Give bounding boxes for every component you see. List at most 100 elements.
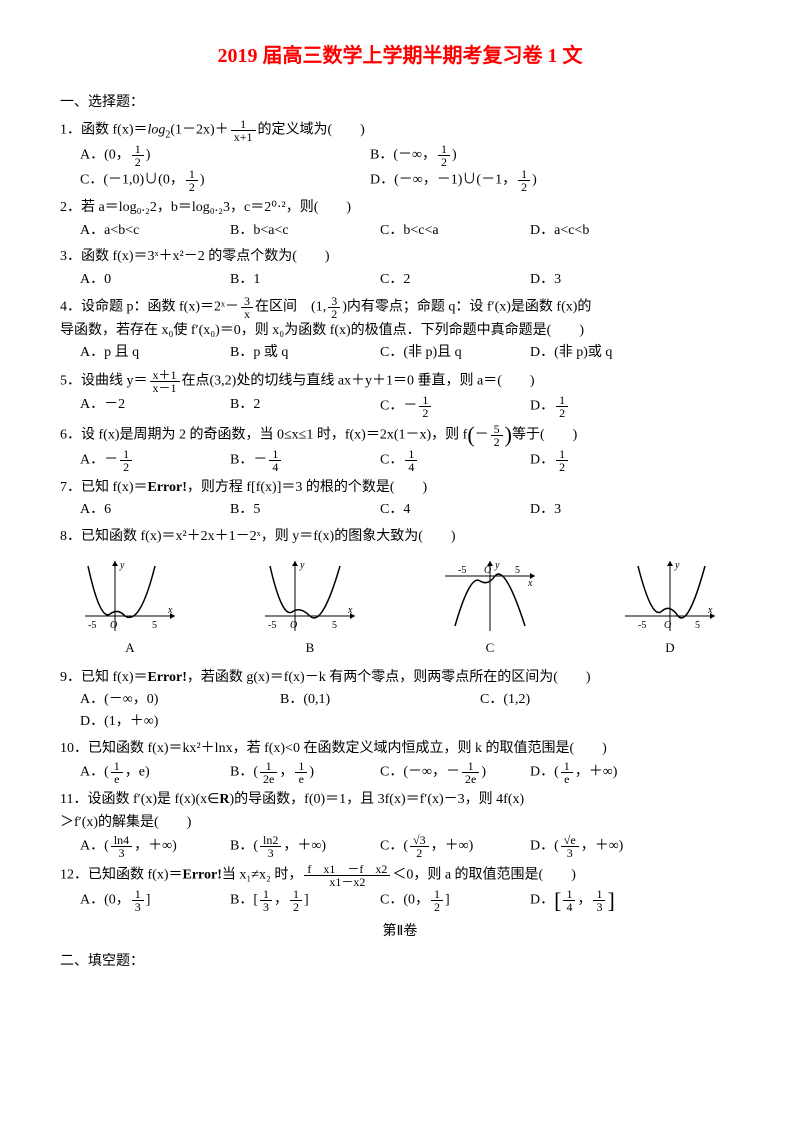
q4-stem-c: )内有零点；命题 q：设 f′(x)是函数 f(x)的 <box>342 300 591 315</box>
svg-text:x: x <box>167 605 173 616</box>
q12-opt-a: A．(0，13] <box>80 888 220 913</box>
q4-opt-d: D．(非 p)或 q <box>530 342 670 364</box>
q12-stem-a: 12．已知函数 f(x)＝ <box>60 868 183 883</box>
q5-opt-d: D．12 <box>530 394 670 419</box>
q4-stem-d: 导函数，若存在 x₀使 f′(x₀)＝0，则 x₀为函数 f(x)的极值点．下列… <box>60 320 740 342</box>
q12-opt-c: C．(0，12] <box>380 888 520 913</box>
svg-text:5: 5 <box>515 565 520 576</box>
q7-opt-c: C．4 <box>380 499 520 521</box>
q3-stem: 3．函数 f(x)＝3ˣ＋x²－2 的零点个数为( ) <box>60 246 740 268</box>
q10-opt-b: B．(12e，1e) <box>230 760 370 785</box>
q6-stem-b: 等于( ) <box>512 427 577 442</box>
question-10: 10．已知函数 f(x)＝kx²＋lnx，若 f(x)<0 在函数定义域内恒成立… <box>60 738 740 785</box>
graph-d-svg: -5 O 5 x y <box>620 556 720 636</box>
question-5: 5．设曲线 y＝x＋1x－1在点(3,2)处的切线与直线 ax＋y＋1＝0 垂直… <box>60 369 740 419</box>
q9-opt-a: A．(－∞，0) <box>80 689 240 711</box>
question-7: 7．已知 f(x)＝Error!，则方程 f[f(x)]＝3 的根的个数是( )… <box>60 477 740 522</box>
q11-stem-c: ＞f′(x)的解集是( ) <box>60 812 740 834</box>
q9-stem-a: 9．已知 f(x)＝ <box>60 670 148 685</box>
q4-opt-b: B．p 或 q <box>230 342 370 364</box>
q1-stem-a: 1．函数 f(x)＝ <box>60 123 148 138</box>
q11-opt-c: C．(√32，＋∞) <box>380 834 520 859</box>
svg-text:-5: -5 <box>458 565 466 576</box>
q6-paren-r: ) <box>505 424 512 446</box>
question-9: 9．已知 f(x)＝Error!，若函数 g(x)＝f(x)－k 有两个零点，则… <box>60 667 740 734</box>
graph-a-svg: -5 O 5 x y <box>80 556 180 636</box>
q9-error: Error! <box>148 670 187 685</box>
q11-opt-b: B．(ln23，＋∞) <box>230 834 370 859</box>
svg-text:5: 5 <box>695 620 700 631</box>
q6-opt-c: C．14 <box>380 448 520 473</box>
q10-opt-c: C．(－∞，－12e) <box>380 760 520 785</box>
svg-text:-5: -5 <box>268 620 276 631</box>
q10-stem: 10．已知函数 f(x)＝kx²＋lnx，若 f(x)<0 在函数定义域内恒成立… <box>60 738 740 760</box>
q9-opt-c: C．(1,2) <box>480 689 640 711</box>
svg-text:5: 5 <box>152 620 157 631</box>
q4-stem-b: 在区间 (1, <box>255 300 326 315</box>
q8-label-c: C <box>440 638 540 659</box>
q8-graph-b: -5 O 5 x y B <box>260 556 360 659</box>
q5-frac: x＋1x－1 <box>150 369 180 394</box>
q6-stem-a: 6．设 f(x)是周期为 2 的奇函数，当 0≤x≤1 时，f(x)＝2x(1－… <box>60 427 467 442</box>
svg-text:y: y <box>674 560 680 571</box>
q1-opt-c: C．(－1,0)∪(0，12) <box>80 168 360 193</box>
q3-opt-c: C．2 <box>380 269 520 291</box>
q6-opt-b: B．－14 <box>230 448 370 473</box>
q5-stem-b: 在点(3,2)处的切线与直线 ax＋y＋1＝0 垂直，则 a＝( ) <box>182 373 535 388</box>
q1-frac: 1x+1 <box>231 118 256 143</box>
q1-stem-b: (1－2x)＋ <box>170 123 228 138</box>
svg-text:y: y <box>494 560 500 571</box>
svg-text:x: x <box>707 605 713 616</box>
q9-opt-d: D．(1，＋∞) <box>80 711 158 733</box>
q12-bigfrac: f x1 －f x2x1－x2 <box>304 863 390 888</box>
q11-opt-a: A．(ln43，＋∞) <box>80 834 220 859</box>
q4-stem-a: 4．设命题 p：函数 f(x)＝2ˣ－ <box>60 300 239 315</box>
svg-text:-5: -5 <box>88 620 96 631</box>
q11-R: R <box>219 792 229 807</box>
q11-stem-a: 11．设函数 f′(x)是 f(x)(x∈ <box>60 792 219 807</box>
question-8: 8．已知函数 f(x)＝x²＋2x＋1－2ˣ，则 y＝f(x)的图象大致为( )… <box>60 526 740 659</box>
q5-opt-b: B．2 <box>230 394 370 419</box>
question-1: 1．函数 f(x)＝log2(1－2x)＋1x+1的定义域为( ) A．(0，1… <box>60 118 740 193</box>
q7-opt-b: B．5 <box>230 499 370 521</box>
question-3: 3．函数 f(x)＝3ˣ＋x²－2 的零点个数为( ) A．0 B．1 C．2 … <box>60 246 740 291</box>
q5-stem-a: 5．设曲线 y＝ <box>60 373 148 388</box>
svg-text:-5: -5 <box>638 620 646 631</box>
q1-opt-a: A．(0，12) <box>80 143 360 168</box>
q8-graph-d: -5 O 5 x y D <box>620 556 720 659</box>
q7-stem-b: ，则方程 f[f(x)]＝3 的根的个数是( ) <box>187 480 427 495</box>
question-6: 6．设 f(x)是周期为 2 的奇函数，当 0≤x≤1 时，f(x)＝2x(1－… <box>60 423 740 473</box>
q8-label-d: D <box>620 638 720 659</box>
q1-opt-d: D．(－∞，－1)∪(－1，12) <box>370 168 650 193</box>
doc-title: 2019 届高三数学上学期半期考复习卷 1 文 <box>60 40 740 72</box>
q8-graphs: -5 O 5 x y A -5 O 5 x y B <box>80 556 720 659</box>
svg-text:x: x <box>527 578 533 589</box>
graph-b-svg: -5 O 5 x y <box>260 556 360 636</box>
q4-opt-a: A．p 且 q <box>80 342 220 364</box>
q5-opt-c: C．－12 <box>380 394 520 419</box>
q12-opt-d: D．[14，13] <box>530 888 670 913</box>
q8-label-b: B <box>260 638 360 659</box>
q8-label-a: A <box>80 638 180 659</box>
q12-error: Error! <box>183 868 222 883</box>
q3-opt-a: A．0 <box>80 269 220 291</box>
question-2: 2．若 a＝log₀.₂2，b＝log₀.₂3，c＝2⁰·²，则( ) A．a<… <box>60 197 740 242</box>
q6-paren-l: ( <box>467 424 474 446</box>
graph-c-svg: -5 O 5 x y <box>440 556 540 636</box>
question-4: 4．设命题 p：函数 f(x)＝2ˣ－3x在区间 (1,32)内有零点；命题 q… <box>60 295 740 365</box>
q6-opt-a: A．－12 <box>80 448 220 473</box>
q1-opt-b: B．(－∞，12) <box>370 143 650 168</box>
q9-opt-b: B．(0,1) <box>280 689 440 711</box>
question-12: 12．已知函数 f(x)＝Error!当 x₁≠x₂ 时，f x1 －f x2x… <box>60 863 740 913</box>
svg-text:O: O <box>664 620 671 631</box>
q5-opt-a: A．－2 <box>80 394 220 419</box>
q2-opt-b: B．b<a<c <box>230 220 370 242</box>
q10-opt-a: A．(1e，e) <box>80 760 220 785</box>
q11-opt-d: D．(√e3，＋∞) <box>530 834 670 859</box>
q3-opt-b: B．1 <box>230 269 370 291</box>
q1-log: log <box>148 123 166 138</box>
q1-stem-c: 的定义域为( ) <box>258 123 365 138</box>
q2-stem: 2．若 a＝log₀.₂2，b＝log₀.₂3，c＝2⁰·²，则( ) <box>60 197 740 219</box>
q8-graph-c: -5 O 5 x y C <box>440 556 540 659</box>
svg-text:O: O <box>290 620 297 631</box>
